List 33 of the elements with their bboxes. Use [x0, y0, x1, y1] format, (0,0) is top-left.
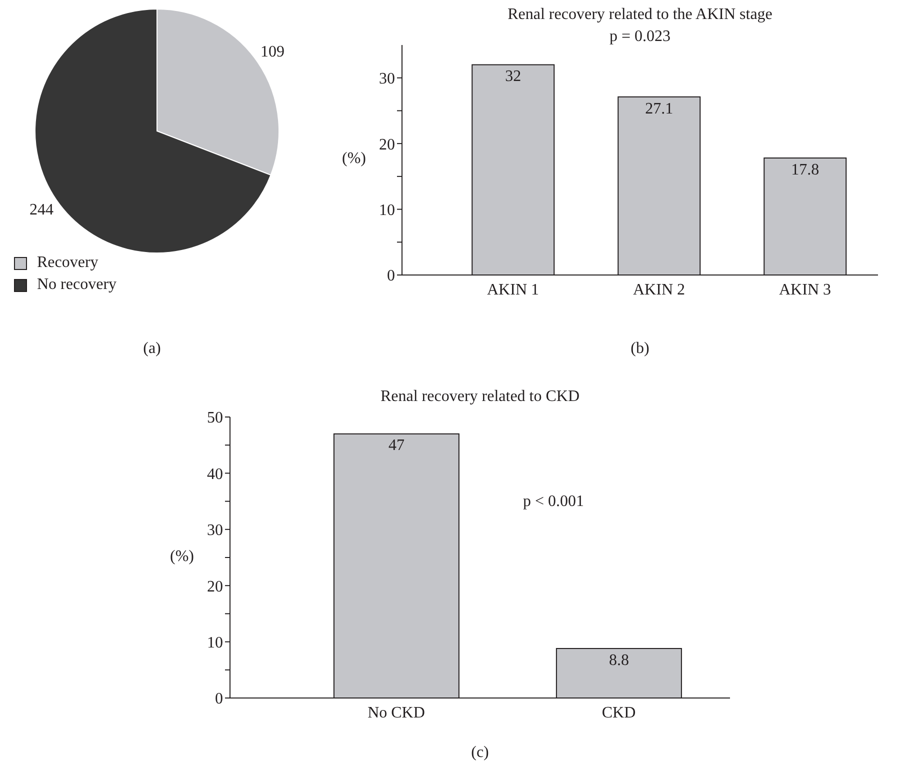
x-tick-label: AKIN 3 [779, 281, 831, 298]
data-label: 244 [30, 202, 54, 219]
data-label: 27.1 [645, 100, 674, 118]
data-label: 32 [505, 68, 522, 86]
data-label: 47 [388, 437, 404, 454]
y-tick-label: 0 [387, 268, 395, 285]
x-tick-label: CKD [602, 704, 636, 722]
text: (a) [142, 340, 162, 358]
y-tick-label: 20 [379, 136, 395, 154]
y-axis-title: (%) [169, 548, 195, 566]
x-tick-label: No CKD [368, 704, 425, 722]
text: (c) [470, 744, 490, 762]
y-tick-label: 40 [207, 466, 223, 483]
data-label: 17.8 [791, 161, 820, 178]
chart-subtitle: p = 0.023 [608, 28, 672, 46]
data-label: 8.8 [608, 652, 629, 669]
y-tick-label: 10 [379, 202, 395, 219]
y-tick-label: 50 [207, 410, 223, 427]
y-tick-label: 30 [207, 522, 223, 540]
legend-label: Recovery [37, 253, 98, 273]
chart-title: Renal recovery related to CKD [379, 388, 581, 406]
text: (b) [630, 340, 650, 358]
chart-title: Renal recovery related to the AKIN stage [506, 6, 774, 24]
x-tick-label: AKIN 1 [487, 281, 539, 298]
y-tick-label: 30 [379, 70, 395, 88]
data-label: 109 [260, 43, 284, 60]
annotation: p < 0.001 [523, 493, 584, 511]
y-tick-label: 0 [215, 690, 223, 708]
y-tick-label: 10 [207, 634, 223, 652]
x-tick-label: AKIN 2 [633, 281, 685, 298]
legend-label: No recovery [37, 275, 117, 295]
y-axis-title: (%) [341, 150, 367, 168]
y-tick-label: 20 [207, 578, 223, 596]
